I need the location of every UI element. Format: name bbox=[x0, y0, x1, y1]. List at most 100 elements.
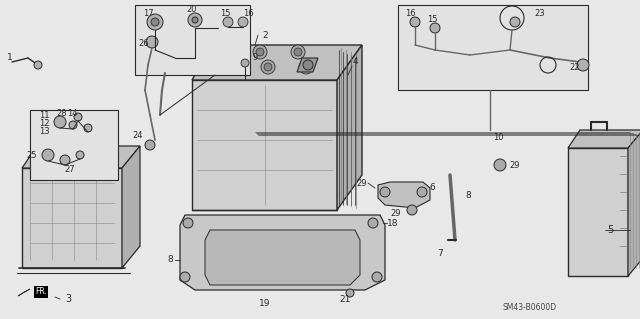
Text: 7: 7 bbox=[437, 249, 443, 257]
Polygon shape bbox=[337, 45, 362, 210]
Circle shape bbox=[180, 272, 190, 282]
Polygon shape bbox=[378, 182, 430, 208]
Circle shape bbox=[220, 60, 230, 70]
Text: 14: 14 bbox=[67, 108, 77, 117]
Polygon shape bbox=[214, 58, 235, 72]
Circle shape bbox=[183, 218, 193, 228]
Text: 4: 4 bbox=[352, 57, 358, 66]
Circle shape bbox=[294, 48, 302, 56]
Circle shape bbox=[494, 159, 506, 171]
Text: 17: 17 bbox=[143, 10, 154, 19]
Circle shape bbox=[74, 113, 82, 121]
Polygon shape bbox=[47, 150, 68, 163]
Text: 29: 29 bbox=[509, 160, 520, 169]
Circle shape bbox=[380, 187, 390, 197]
Circle shape bbox=[223, 17, 233, 27]
Text: 25: 25 bbox=[27, 152, 37, 160]
Circle shape bbox=[192, 17, 198, 23]
Circle shape bbox=[241, 59, 249, 67]
Circle shape bbox=[42, 149, 54, 161]
Circle shape bbox=[372, 272, 382, 282]
Circle shape bbox=[223, 60, 237, 74]
Circle shape bbox=[346, 289, 354, 297]
Circle shape bbox=[151, 18, 159, 26]
Text: 11: 11 bbox=[39, 112, 49, 121]
Circle shape bbox=[407, 205, 417, 215]
Circle shape bbox=[299, 60, 313, 74]
Circle shape bbox=[145, 140, 155, 150]
Text: 1: 1 bbox=[7, 54, 13, 63]
Text: 6: 6 bbox=[429, 183, 435, 192]
Text: 16: 16 bbox=[243, 9, 253, 18]
Text: 23: 23 bbox=[534, 9, 545, 18]
Text: 19: 19 bbox=[259, 299, 271, 308]
Text: 24: 24 bbox=[132, 130, 143, 139]
Text: 15: 15 bbox=[220, 9, 230, 18]
Text: 29: 29 bbox=[356, 179, 367, 188]
Text: 10: 10 bbox=[493, 133, 503, 143]
Text: 22: 22 bbox=[570, 63, 580, 72]
Circle shape bbox=[238, 17, 248, 27]
Circle shape bbox=[577, 59, 589, 71]
Text: 12: 12 bbox=[39, 120, 49, 129]
Bar bbox=[568, 148, 628, 276]
Text: 15: 15 bbox=[427, 14, 437, 24]
Text: 8: 8 bbox=[167, 256, 173, 264]
Circle shape bbox=[60, 155, 70, 165]
Circle shape bbox=[69, 121, 77, 129]
Circle shape bbox=[146, 36, 158, 48]
Text: 3: 3 bbox=[65, 294, 71, 304]
Circle shape bbox=[52, 151, 62, 161]
Circle shape bbox=[34, 61, 42, 69]
Text: 27: 27 bbox=[65, 166, 76, 174]
Text: 18: 18 bbox=[387, 219, 399, 227]
Circle shape bbox=[253, 45, 267, 59]
Circle shape bbox=[188, 13, 202, 27]
Circle shape bbox=[303, 60, 313, 70]
Circle shape bbox=[256, 48, 264, 56]
Text: FR.: FR. bbox=[35, 287, 47, 296]
Text: 13: 13 bbox=[38, 128, 49, 137]
Bar bbox=[398, 5, 588, 90]
Polygon shape bbox=[180, 215, 385, 290]
Circle shape bbox=[264, 63, 272, 71]
Text: 2: 2 bbox=[262, 31, 268, 40]
Circle shape bbox=[54, 116, 66, 128]
Text: 26: 26 bbox=[139, 39, 149, 48]
Circle shape bbox=[261, 60, 275, 74]
Text: 16: 16 bbox=[404, 10, 415, 19]
Text: 8: 8 bbox=[465, 190, 471, 199]
Circle shape bbox=[430, 23, 440, 33]
Text: 21: 21 bbox=[339, 295, 351, 305]
Circle shape bbox=[410, 17, 420, 27]
Circle shape bbox=[147, 14, 163, 30]
Polygon shape bbox=[22, 146, 140, 168]
Circle shape bbox=[510, 17, 520, 27]
Polygon shape bbox=[122, 146, 140, 268]
Polygon shape bbox=[192, 45, 362, 80]
Polygon shape bbox=[297, 58, 318, 72]
Text: 28: 28 bbox=[57, 108, 67, 117]
Bar bbox=[30, 110, 118, 180]
Text: 20: 20 bbox=[187, 5, 197, 14]
Circle shape bbox=[226, 63, 234, 71]
Bar bbox=[192, 80, 337, 210]
Circle shape bbox=[218, 48, 226, 56]
Circle shape bbox=[76, 151, 84, 159]
Text: 9: 9 bbox=[252, 54, 258, 63]
Circle shape bbox=[417, 187, 427, 197]
Circle shape bbox=[291, 45, 305, 59]
Text: SM43-B0600D: SM43-B0600D bbox=[503, 302, 557, 311]
Circle shape bbox=[368, 218, 378, 228]
Circle shape bbox=[215, 45, 229, 59]
Circle shape bbox=[302, 63, 310, 71]
Text: 5: 5 bbox=[607, 225, 613, 235]
Polygon shape bbox=[568, 130, 640, 148]
Bar bbox=[135, 5, 250, 75]
Polygon shape bbox=[205, 230, 360, 285]
Polygon shape bbox=[628, 130, 640, 276]
Polygon shape bbox=[18, 289, 30, 296]
Bar bbox=[22, 168, 122, 268]
Circle shape bbox=[84, 124, 92, 132]
Text: 29: 29 bbox=[391, 209, 401, 218]
